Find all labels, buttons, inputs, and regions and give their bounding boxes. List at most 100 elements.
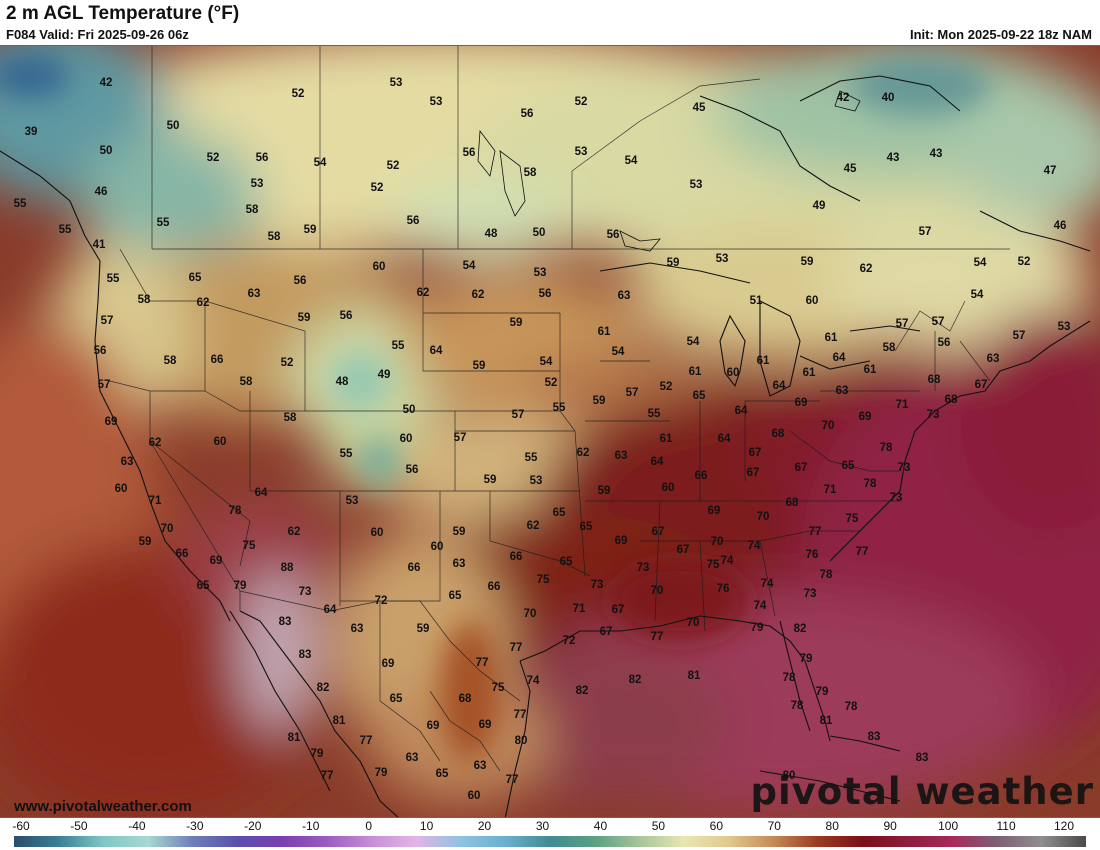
temperature-label: 83 bbox=[868, 731, 881, 743]
temperature-label: 42 bbox=[837, 92, 850, 104]
temperature-label: 74 bbox=[527, 675, 540, 687]
temperature-label: 62 bbox=[472, 289, 485, 301]
temperature-label: 52 bbox=[292, 88, 305, 100]
temperature-label: 65 bbox=[390, 693, 403, 705]
temperature-label: 64 bbox=[430, 345, 443, 357]
temperature-label: 62 bbox=[417, 287, 430, 299]
temperature-label: 49 bbox=[813, 200, 826, 212]
temperature-label: 57 bbox=[932, 316, 945, 328]
temperature-label: 58 bbox=[138, 294, 151, 306]
temperature-label: 50 bbox=[403, 404, 416, 416]
temperature-label: 63 bbox=[615, 450, 628, 462]
temperature-label: 88 bbox=[281, 562, 294, 574]
temperature-label: 53 bbox=[534, 267, 547, 279]
temperature-label: 77 bbox=[321, 770, 334, 782]
temperature-label: 62 bbox=[527, 520, 540, 532]
temperature-label: 50 bbox=[167, 120, 180, 132]
temperature-label: 72 bbox=[563, 635, 576, 647]
temperature-label: 62 bbox=[860, 263, 873, 275]
temperature-label: 56 bbox=[607, 229, 620, 241]
temperature-label: 79 bbox=[311, 748, 324, 760]
temperature-label: 76 bbox=[806, 549, 819, 561]
temperature-label: 70 bbox=[757, 511, 770, 523]
temperature-label: 73 bbox=[299, 586, 312, 598]
temperature-label: 81 bbox=[820, 715, 833, 727]
temperature-label: 74 bbox=[754, 600, 767, 612]
temperature-label: 52 bbox=[660, 381, 673, 393]
pivotal-weather-logo: pivotal weather bbox=[750, 770, 1094, 813]
temperature-label: 77 bbox=[506, 774, 519, 786]
temperature-label: 43 bbox=[887, 152, 900, 164]
temperature-label: 56 bbox=[94, 345, 107, 357]
website-credit: www.pivotalweather.com bbox=[14, 798, 192, 815]
temperature-label: 52 bbox=[281, 357, 294, 369]
temperature-label: 51 bbox=[750, 295, 763, 307]
temperature-label: 54 bbox=[974, 257, 987, 269]
colorbar-tick-label: 90 bbox=[883, 819, 897, 833]
temperature-label: 78 bbox=[880, 442, 893, 454]
temperature-label: 68 bbox=[928, 374, 941, 386]
temperature-label: 67 bbox=[612, 604, 625, 616]
temperature-label: 65 bbox=[189, 272, 202, 284]
temperature-label: 65 bbox=[436, 768, 449, 780]
temperature-label: 58 bbox=[284, 412, 297, 424]
temperature-label: 60 bbox=[400, 433, 413, 445]
temperature-label: 64 bbox=[773, 380, 786, 392]
temperature-label: 69 bbox=[859, 411, 872, 423]
temperature-label: 73 bbox=[898, 462, 911, 474]
temperature-label: 71 bbox=[573, 603, 586, 615]
temperature-label: 69 bbox=[479, 719, 492, 731]
temperature-label: 57 bbox=[454, 432, 467, 444]
temperature-label: 50 bbox=[100, 145, 113, 157]
colorbar-tick-label: -30 bbox=[186, 819, 204, 833]
temperature-label: 77 bbox=[514, 709, 527, 721]
temperature-label: 47 bbox=[1044, 165, 1057, 177]
colorbar-tick-label: 110 bbox=[996, 819, 1016, 833]
temperature-label: 53 bbox=[530, 475, 543, 487]
temperature-label: 53 bbox=[251, 178, 264, 190]
temperature-label: 58 bbox=[246, 204, 259, 216]
temperature-label: 53 bbox=[390, 77, 403, 89]
temperature-label: 68 bbox=[772, 428, 785, 440]
temperature-label: 54 bbox=[971, 289, 984, 301]
temperature-label: 77 bbox=[476, 657, 489, 669]
temperature-label: 73 bbox=[591, 579, 604, 591]
colorbar-tick-label: -40 bbox=[128, 819, 146, 833]
temperature-label: 67 bbox=[975, 379, 988, 391]
colorbar-tick-label: -60 bbox=[12, 819, 30, 833]
temperature-label: 52 bbox=[545, 377, 558, 389]
colorbar-tick-label: 20 bbox=[477, 819, 492, 833]
temperature-label: 77 bbox=[360, 735, 373, 747]
temperature-label: 60 bbox=[468, 790, 481, 802]
temperature-label: 52 bbox=[371, 182, 384, 194]
temperature-label: 78 bbox=[864, 478, 877, 490]
temperature-label: 77 bbox=[651, 631, 664, 643]
temperature-label: 74 bbox=[721, 555, 734, 567]
temperature-label: 64 bbox=[718, 433, 731, 445]
temperature-label: 59 bbox=[598, 485, 611, 497]
state-and-country-borders bbox=[109, 46, 1010, 772]
temperature-label: 55 bbox=[59, 224, 72, 236]
temperature-field bbox=[0, 46, 1100, 817]
temperature-label: 80 bbox=[783, 770, 796, 782]
temperature-label: 62 bbox=[197, 297, 210, 309]
colorbar-tick-label: 60 bbox=[709, 819, 724, 833]
temperature-label: 42 bbox=[100, 77, 113, 89]
temperature-label: 57 bbox=[626, 387, 639, 399]
temperature-label: 58 bbox=[268, 231, 281, 243]
temperature-label: 74 bbox=[748, 540, 761, 552]
temperature-label: 78 bbox=[791, 700, 804, 712]
temperature-label: 39 bbox=[25, 126, 38, 138]
temperature-label: 40 bbox=[882, 92, 895, 104]
colorbar-tick-label: 70 bbox=[767, 819, 781, 833]
temperature-label: 58 bbox=[883, 342, 896, 354]
temperature-label: 80 bbox=[515, 735, 528, 747]
temperature-label: 81 bbox=[688, 670, 701, 682]
temperature-label: 59 bbox=[473, 360, 486, 372]
temperature-map: 42 39 50 46 55 55 41 55 58 57 56 57 52 53 50 52 56 54 53 52… bbox=[0, 45, 1100, 818]
temperature-label: 61 bbox=[598, 326, 611, 338]
temperature-label: 75 bbox=[243, 540, 256, 552]
temperature-label: 81 bbox=[333, 715, 346, 727]
temperature-label: 62 bbox=[288, 526, 301, 538]
